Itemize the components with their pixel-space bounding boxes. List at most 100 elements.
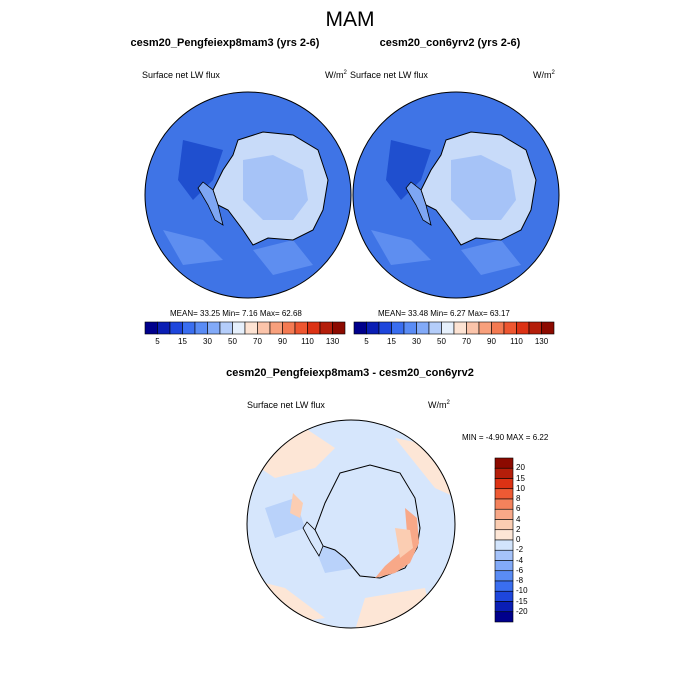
panel1-colorbar-box	[319, 321, 333, 335]
panel1-colorbar-box	[257, 321, 271, 335]
panel1-polar-map	[144, 91, 352, 299]
panel1-colorbar-box	[307, 321, 321, 335]
panel1-units: W/m2	[325, 70, 347, 80]
panel1-colorbar-box	[269, 321, 283, 335]
panel2-title: cesm20_con6yrv2 (yrs 2-6)	[379, 37, 521, 49]
panel2-colorbar-label: 70	[462, 337, 471, 346]
diff-colorbar-label: -6	[516, 565, 524, 575]
diff-colorbar-box	[494, 508, 514, 520]
panel1-colorbar-box	[207, 321, 221, 335]
diff-colorbar-box	[494, 570, 514, 582]
panel1-colorbar-box	[194, 321, 208, 335]
panel2-colorbar-label: 50	[437, 337, 446, 346]
panel1-colorbar-box	[244, 321, 258, 335]
panel2-colorbar-label: 30	[412, 337, 421, 346]
panel1-colorbar-label: 30	[203, 337, 212, 346]
panel2-colorbar-box	[428, 321, 442, 335]
panel1-stats: MEAN= 33.25 Min= 7.16 Max= 62.68	[170, 309, 302, 318]
panel2-colorbar-label: 15	[387, 337, 396, 346]
diff-colorbar-box	[494, 601, 514, 613]
panel2-colorbar-box	[378, 321, 392, 335]
panel1-colorbar-box	[182, 321, 196, 335]
diff-colorbar	[494, 457, 514, 623]
panel1-colorbar-box	[332, 321, 346, 335]
diff-colorbar-label: 20	[516, 463, 525, 473]
panel2-colorbar-box	[403, 321, 417, 335]
diff-colorbar-label: 8	[516, 494, 521, 503]
figure-title: MAM	[325, 8, 375, 31]
panel2-colorbar-box	[466, 321, 480, 335]
diff-colorbar-box	[494, 467, 514, 479]
diff-colorbar-label: 15	[516, 473, 525, 483]
diff-colorbar-box	[494, 539, 514, 551]
panel2-colorbar-label: 130	[534, 337, 549, 346]
panel1-colorbar-label: 5	[155, 337, 160, 346]
diff-polar-map	[246, 419, 456, 629]
diff-colorbar-box	[494, 580, 514, 592]
panel1-colorbar-box	[282, 321, 296, 335]
diff-colorbar-label: 4	[516, 514, 521, 524]
diff-colorbar-labels: 20 15 10 8 6 4 2 0 -2 -4 -6 -8 -10 -15 -20	[516, 458, 546, 622]
diff-colorbar-label: -10	[516, 586, 528, 596]
panel2-colorbar-box	[453, 321, 467, 335]
diff-colorbar-box	[494, 519, 514, 531]
panel2-colorbar-box	[416, 321, 430, 335]
diff-field-label: Surface net LW flux	[247, 400, 325, 410]
panel1-colorbar-label: 70	[253, 337, 262, 346]
panel1-colorbar-label: 15	[178, 337, 187, 346]
panel2-colorbar-label: 110	[510, 337, 523, 346]
panel2-field-label: Surface net LW flux	[350, 70, 428, 80]
panel1-colorbar-label: 110	[301, 337, 314, 346]
panel1-colorbar	[144, 321, 346, 335]
panel1-colorbar-box	[232, 321, 246, 335]
panel1-colorbar-box	[157, 321, 171, 335]
panel1-title: cesm20_Pengfeiexp8mam3 (yrs 2-6)	[130, 37, 320, 49]
panel2-colorbar-box	[541, 321, 555, 335]
diff-colorbar-label: 6	[516, 504, 521, 514]
diff-colorbar-box	[494, 529, 514, 541]
diff-colorbar-label: -2	[516, 545, 524, 555]
diff-colorbar-box	[494, 549, 514, 561]
panel1-colorbar-box	[169, 321, 183, 335]
diff-colorbar-box	[494, 611, 514, 623]
panel2-colorbar-box	[528, 321, 542, 335]
panel1-colorbar-labels: 5 15 30 50 70 90 110 130	[145, 337, 345, 349]
panel2-polar-map	[352, 91, 560, 299]
panel2-colorbar-label: 5	[364, 337, 369, 346]
panel2-colorbar-label: 90	[487, 337, 496, 346]
panel1-colorbar-label: 90	[278, 337, 287, 346]
panel2-colorbar-box	[366, 321, 380, 335]
panel1-colorbar-box	[294, 321, 308, 335]
panel1-colorbar-label: 50	[228, 337, 237, 346]
panel2-colorbar-labels: 5 15 30 50 70 90 110 130	[354, 337, 554, 349]
diff-units: W/m2	[428, 400, 450, 410]
diff-colorbar-label: 2	[516, 524, 521, 534]
diff-colorbar-label: -15	[516, 596, 528, 606]
panel2-colorbar-box	[516, 321, 530, 335]
panel2-stats: MEAN= 33.48 Min= 6.27 Max= 63.17	[378, 309, 510, 318]
diff-colorbar-box	[494, 478, 514, 490]
diff-colorbar-label: 10	[516, 483, 525, 493]
panel2-units: W/m2	[533, 70, 555, 80]
diff-colorbar-box	[494, 560, 514, 572]
diff-colorbar-box	[494, 457, 514, 469]
diff-colorbar-label: -8	[516, 576, 524, 585]
diff-colorbar-box	[494, 498, 514, 510]
diff-colorbar-box	[494, 488, 514, 500]
diff-colorbar-box	[494, 590, 514, 602]
panel1-colorbar-label: 130	[325, 337, 340, 346]
panel2-colorbar-box	[353, 321, 367, 335]
diff-colorbar-label: -4	[516, 555, 524, 565]
panel1-field-label: Surface net LW flux	[142, 70, 220, 80]
panel2-colorbar-box	[441, 321, 455, 335]
panel2-colorbar-box	[491, 321, 505, 335]
panel2-colorbar-box	[503, 321, 517, 335]
panel2-colorbar-box	[391, 321, 405, 335]
diff-title: cesm20_Pengfeiexp8mam3 - cesm20_con6yrv2	[226, 367, 474, 379]
panel1-colorbar-box	[219, 321, 233, 335]
diff-colorbar-label: 0	[516, 535, 521, 544]
diff-colorbar-label: -20	[516, 606, 528, 616]
diff-stats: MIN = -4.90 MAX = 6.22	[462, 433, 549, 442]
panel2-colorbar-box	[478, 321, 492, 335]
panel2-colorbar	[353, 321, 555, 335]
